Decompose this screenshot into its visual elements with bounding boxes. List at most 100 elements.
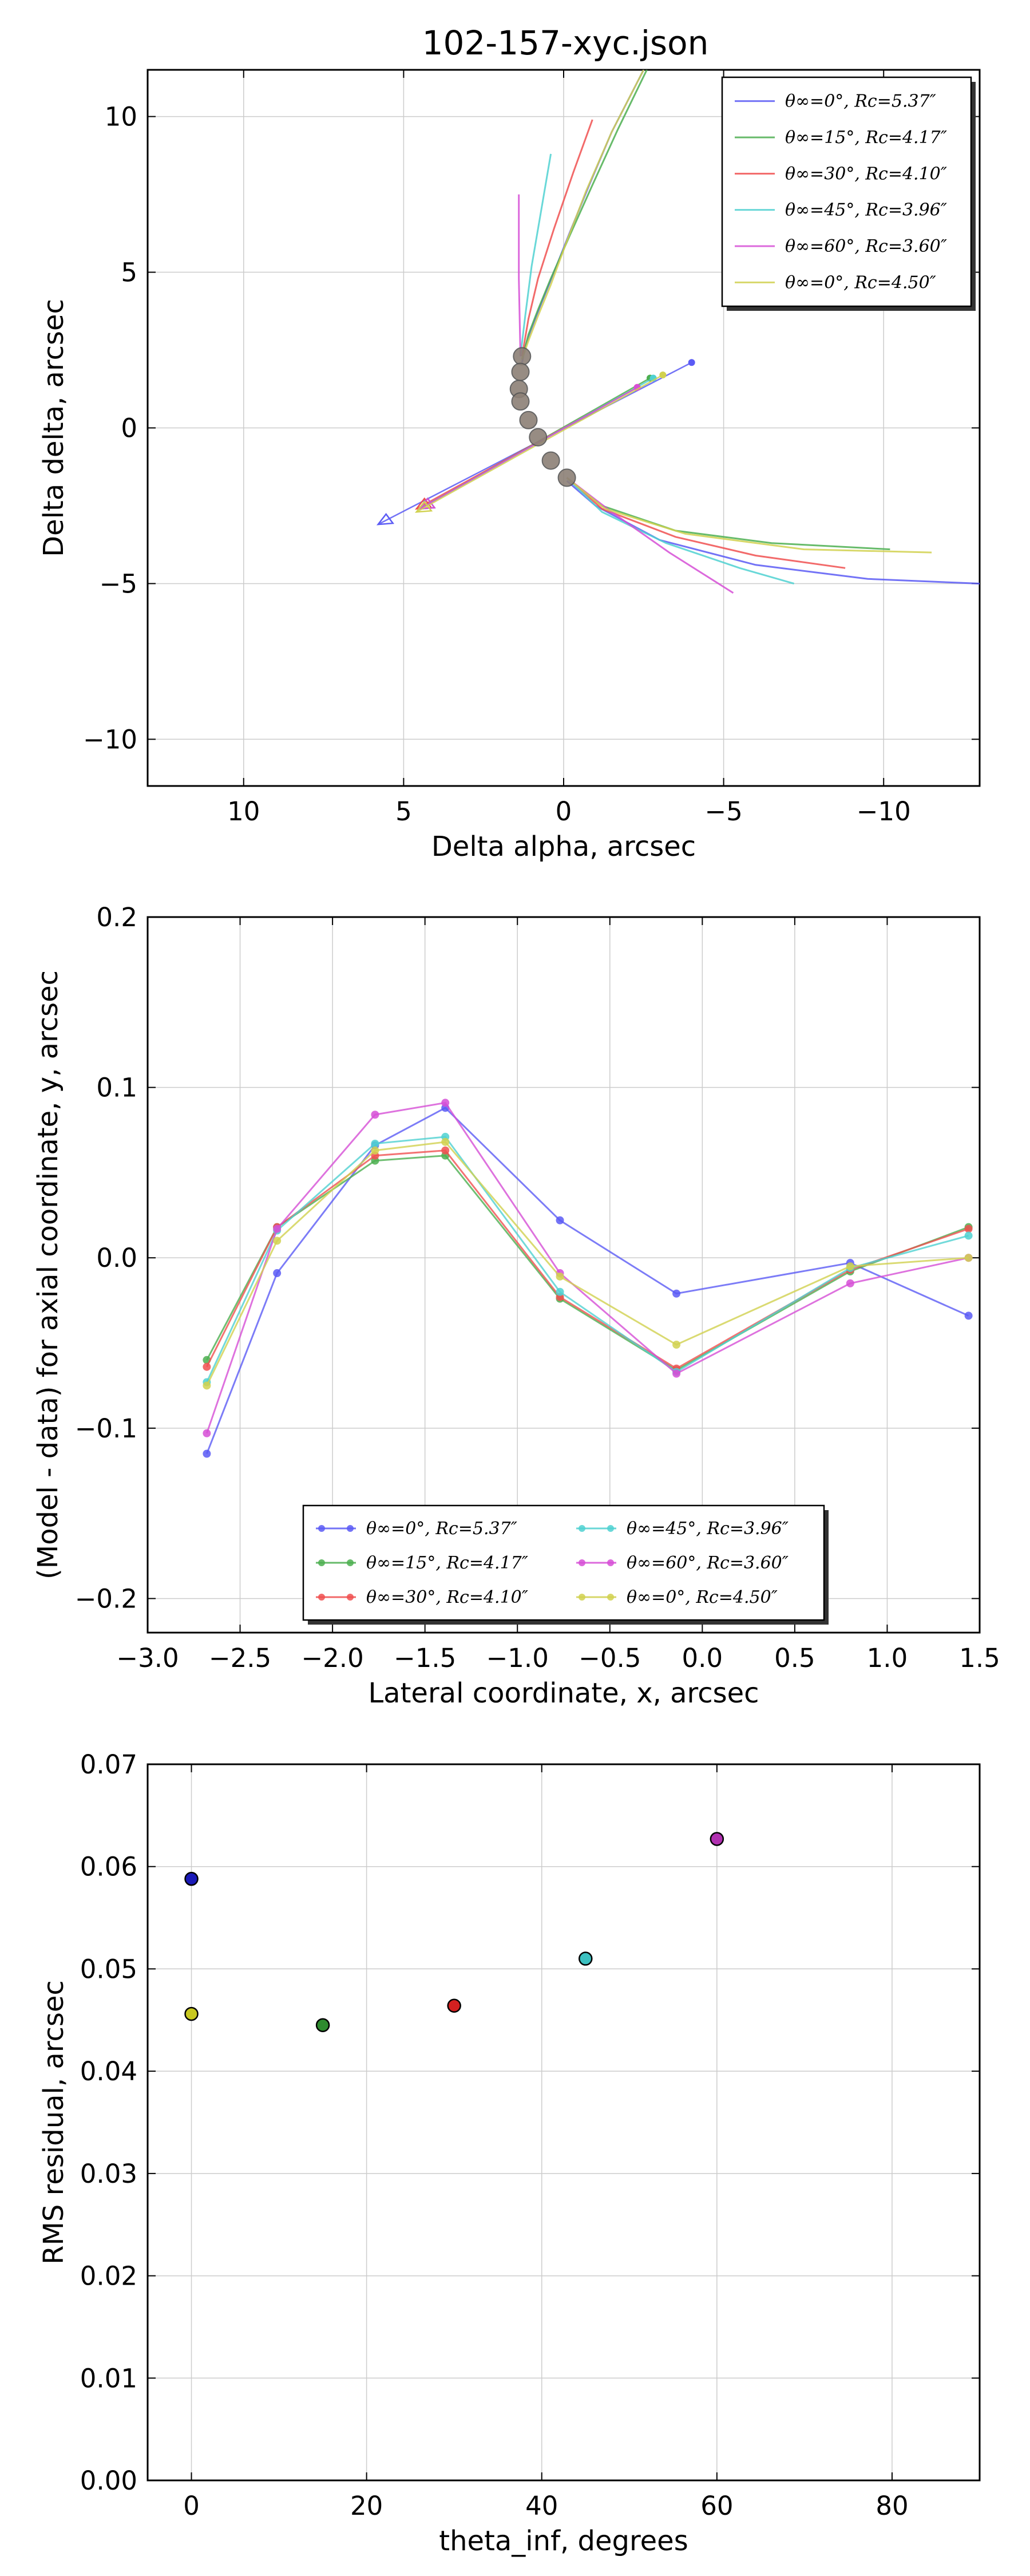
x-tick-label: 80 (876, 2491, 908, 2521)
legend-label: θ∞=0°, Rc=5.37″ (785, 92, 937, 112)
legend-label: θ∞=45°, Rc=3.96″ (785, 200, 948, 220)
residual-point (371, 1111, 379, 1119)
legend-marker (579, 1594, 585, 1601)
x-tick-label: 10 (227, 796, 260, 827)
legend-label: θ∞=15°, Rc=4.17″ (366, 1553, 529, 1573)
y-tick-label: 0.01 (80, 2363, 137, 2393)
legend-marker (579, 1525, 585, 1532)
residual-point (846, 1262, 854, 1271)
residual-point (556, 1287, 564, 1296)
y-tick-label: 0.07 (80, 1749, 137, 1780)
residual-point (556, 1272, 564, 1281)
x-tick-label: 40 (525, 2491, 558, 2521)
residual-point (273, 1236, 282, 1245)
residual-point (556, 1216, 564, 1224)
residual-panel: −3.0 −2.5 −2.0 −1.5 −1.0 −0.5 0.0 0.5 1.0 1.5 −0.2… (32, 902, 1000, 1709)
y-tick-label: −10 (83, 724, 137, 754)
x-tick-label: −1.5 (394, 1643, 456, 1673)
residual-point (203, 1362, 211, 1371)
axis-end-marker (688, 359, 695, 366)
legend-marker (318, 1525, 325, 1532)
legend-box (721, 76, 972, 307)
rms-point (447, 1998, 461, 2013)
x-tick-label: −10 (857, 796, 911, 827)
residual-point (672, 1289, 681, 1298)
axis-arrowhead (376, 513, 395, 526)
x-tick-label: 0.5 (774, 1643, 815, 1673)
rms-point (184, 2006, 199, 2021)
residual-line (205, 1101, 969, 1434)
residual-point (203, 1429, 211, 1437)
legend-marker (579, 1559, 585, 1566)
residual-line (206, 1107, 969, 1455)
x-axis-label: Lateral coordinate, x, arcsec (368, 1677, 759, 1709)
y-tick-label: −0.1 (75, 1413, 137, 1444)
residual-line (206, 1149, 969, 1370)
x-tick-label: 60 (700, 2491, 733, 2521)
x-tick-label: −2.0 (301, 1643, 363, 1673)
y-tick-label: 0.03 (80, 2159, 137, 2189)
legend-marker (607, 1525, 614, 1532)
x-tick-label: 20 (350, 2491, 383, 2521)
data-point (511, 392, 530, 411)
residual-point (203, 1449, 211, 1458)
data-point (511, 362, 530, 381)
symmetry-axis-line (419, 386, 638, 510)
x-tick-label: 0 (556, 796, 572, 827)
y-axis-label: RMS residual, arcsec (38, 1980, 70, 2265)
legend-marker (347, 1594, 354, 1601)
residual-point (441, 1099, 450, 1107)
residual-point (273, 1224, 282, 1233)
x-tick-label: −5 (704, 796, 742, 827)
residual-point (672, 1341, 681, 1349)
series-lower-wing (566, 477, 932, 554)
y-tick-label: 0.00 (80, 2466, 137, 2496)
y-tick-label: 0 (121, 413, 137, 444)
residual-point (964, 1311, 973, 1320)
data-point (541, 451, 560, 470)
rms-point (315, 2018, 330, 2032)
residual-point (441, 1146, 450, 1155)
residual-point (273, 1269, 282, 1278)
legend-label: θ∞=45°, Rc=3.96″ (627, 1519, 789, 1539)
legend-label: θ∞=30°, Rc=4.10″ (366, 1587, 529, 1607)
y-axis-label: Delta delta, arcsec (38, 299, 70, 557)
y-axis-label: (Model - data) for axial coordinate, y, … (32, 970, 64, 1579)
y-tick-label: 0.0 (96, 1243, 137, 1273)
rms-panel: 0 20 40 60 80 0.00 0.01 0.02 0.03 0.04 0.05 0.06 0.0… (38, 1749, 981, 2557)
legend-label: θ∞=30°, Rc=4.10″ (785, 164, 948, 184)
residual-point (371, 1139, 379, 1148)
series-lower-wing (566, 480, 980, 584)
legend-box (302, 1504, 825, 1621)
axis-end-marker (633, 384, 641, 391)
x-tick-label: −3.0 (116, 1643, 179, 1673)
residual-point (964, 1254, 973, 1262)
residual-line (206, 1136, 969, 1383)
residual-line (206, 1141, 969, 1386)
y-tick-label: 0.02 (80, 2261, 137, 2291)
x-tick-label: 0.0 (682, 1643, 723, 1673)
rms-point (184, 1871, 199, 1886)
legend-label: θ∞=0°, Rc=4.50″ (785, 272, 937, 293)
residual-point (672, 1369, 681, 1378)
axis-arrowhead (415, 500, 433, 513)
axis-end-marker (659, 372, 667, 379)
axes-frame (146, 916, 981, 1634)
x-axis-label: theta_inf, degrees (439, 2525, 688, 2557)
sky-plane-panel: 10 5 0 −5 −10 −10 −5 0 5 10 Delta alpha, arcsec Del… (38, 69, 981, 863)
rms-point (710, 1832, 724, 1846)
data-point (519, 410, 538, 429)
y-tick-label: 0.04 (80, 2056, 137, 2087)
legend-marker (607, 1594, 614, 1601)
x-tick-label: −0.5 (579, 1643, 641, 1673)
series-upper-wing (520, 153, 552, 357)
plot-area (184, 1832, 724, 2032)
data-point (513, 347, 532, 366)
series-upper-wing (518, 194, 521, 357)
y-tick-label: 0.06 (80, 1852, 137, 1882)
x-tick-label: 1.5 (959, 1643, 1000, 1673)
residual-point (203, 1381, 211, 1390)
legend-label: θ∞=60°, Rc=3.60″ (785, 236, 948, 256)
x-tick-label: −1.0 (486, 1643, 549, 1673)
x-tick-label: −2.5 (209, 1643, 271, 1673)
